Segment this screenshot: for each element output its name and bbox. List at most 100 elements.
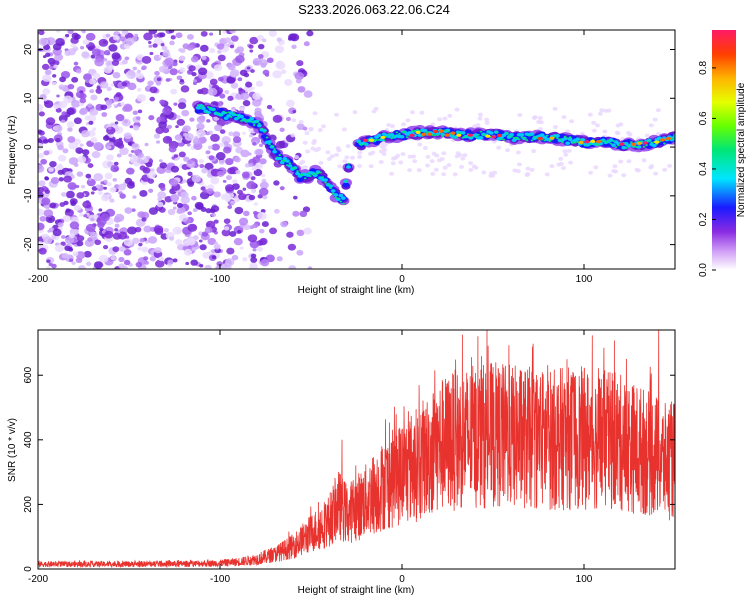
spectrogram-cell bbox=[515, 137, 518, 139]
spectrogram-cell bbox=[231, 254, 239, 261]
spectrogram-cell bbox=[517, 112, 523, 117]
spectrogram-cell bbox=[318, 160, 324, 165]
spectrogram-cell bbox=[512, 168, 518, 173]
spectrogram-cell bbox=[249, 49, 254, 53]
spectrogram-cell bbox=[132, 125, 140, 131]
spectrogram-cell bbox=[125, 37, 135, 46]
spectrogram-cell bbox=[576, 141, 580, 143]
spectrogram-cell bbox=[156, 77, 162, 82]
spectrogram-cell bbox=[211, 143, 220, 151]
spectrogram-cell bbox=[250, 253, 257, 259]
spectrogram-cell bbox=[257, 54, 264, 59]
spectrogram-cell bbox=[595, 140, 602, 144]
spectrogram-cell bbox=[86, 178, 96, 187]
spectrogram-cell bbox=[229, 70, 239, 78]
spectrogram-cell bbox=[566, 137, 569, 140]
spectrogram-cell bbox=[213, 191, 221, 198]
spectrogram-cell bbox=[204, 111, 208, 114]
spectrogram-cell bbox=[208, 155, 215, 161]
spectrogram-cell bbox=[636, 141, 642, 145]
spectrogram-cell bbox=[147, 80, 154, 86]
spectrogram-cell bbox=[380, 135, 386, 140]
spectrogram-cell bbox=[182, 179, 187, 183]
spectrogram-cell bbox=[110, 83, 115, 87]
spectrogram-cell bbox=[510, 135, 513, 138]
spectrogram-cell bbox=[425, 154, 431, 159]
spectrogram-cell bbox=[578, 140, 584, 144]
spectrogram-cell bbox=[312, 138, 318, 143]
spectrogram-cell bbox=[602, 129, 608, 134]
spectrogram-cell bbox=[665, 136, 672, 141]
spectrogram-cell bbox=[192, 81, 197, 86]
spectrogram-cell bbox=[241, 171, 250, 179]
snr-series-line bbox=[38, 330, 675, 569]
spectrogram-cell bbox=[250, 86, 255, 90]
spectrogram-xtick-label: -100 bbox=[210, 274, 230, 285]
snr-xtick-label: 0 bbox=[399, 574, 405, 585]
spectrogram-cell bbox=[205, 131, 210, 136]
spectrogram-cell bbox=[68, 233, 75, 239]
spectrogram-cell bbox=[389, 124, 395, 129]
spectrogram-cell bbox=[279, 186, 285, 191]
spectrogram-cell bbox=[115, 114, 125, 122]
spectrogram-cell bbox=[267, 140, 272, 144]
spectrogram-cell bbox=[459, 132, 462, 135]
spectrogram-cell bbox=[97, 190, 103, 196]
spectrogram-cell bbox=[298, 161, 304, 166]
spectrogram-cell bbox=[225, 158, 234, 166]
snr-axes: -200 -100 0 100 0 200 400 600 bbox=[23, 330, 675, 585]
spectrogram-cell bbox=[261, 128, 267, 133]
spectrogram-cell bbox=[316, 172, 320, 175]
spectrogram-cell bbox=[544, 172, 550, 177]
spectrogram-cell bbox=[119, 147, 129, 156]
spectrogram-cell bbox=[439, 156, 445, 161]
spectrogram-cell bbox=[220, 193, 229, 201]
spectrogram-cell bbox=[587, 112, 593, 117]
spectrogram-cell bbox=[117, 183, 126, 191]
spectrogram-cell bbox=[475, 123, 481, 128]
spectrogram-cell bbox=[398, 160, 404, 165]
spectrogram-cell bbox=[200, 44, 209, 52]
spectrogram-cell bbox=[100, 181, 105, 185]
spectrogram-cell bbox=[323, 178, 328, 182]
spectrogram-cell bbox=[340, 196, 346, 200]
spectrogram-cell bbox=[45, 52, 51, 58]
spectrogram-cell bbox=[535, 137, 539, 140]
spectrogram-cell bbox=[417, 142, 423, 147]
spectrogram-cell bbox=[663, 142, 666, 145]
spectrogram-cell bbox=[204, 162, 214, 171]
spectrogram-frame bbox=[37, 29, 676, 270]
spectrogram-cell bbox=[284, 159, 290, 163]
spectrogram-cell bbox=[594, 143, 597, 146]
spectrogram-cell bbox=[91, 45, 96, 49]
spectrogram-cell bbox=[158, 65, 168, 73]
spectrogram-cell bbox=[169, 236, 175, 241]
spectrogram-cell bbox=[71, 261, 76, 265]
spectrogram-cell bbox=[362, 142, 366, 145]
spectrogram-cell bbox=[556, 137, 559, 140]
spectrogram-cell bbox=[334, 112, 340, 117]
spectrogram-cell bbox=[635, 146, 638, 148]
spectrogram-cell bbox=[302, 126, 308, 131]
spectrogram-cell bbox=[44, 176, 49, 180]
spectrogram-cell bbox=[292, 109, 297, 114]
spectrogram-cell bbox=[552, 125, 558, 130]
spectrogram-cell bbox=[525, 139, 529, 142]
spectrogram-cell bbox=[429, 159, 435, 164]
spectrogram-cell bbox=[255, 80, 264, 87]
spectrogram-cell bbox=[136, 69, 141, 74]
spectrogram-cell bbox=[111, 59, 120, 66]
spectrogram-cell bbox=[107, 161, 114, 167]
spectrogram-cell bbox=[462, 153, 468, 158]
spectrogram-cell bbox=[642, 141, 648, 145]
spectrogram-cell bbox=[213, 243, 221, 250]
spectrogram-cell bbox=[173, 154, 179, 158]
spectrogram-cell bbox=[199, 244, 207, 251]
spectrogram-cell bbox=[72, 251, 79, 257]
spectrogram-cell bbox=[342, 182, 350, 188]
spectrogram-cell bbox=[612, 139, 615, 142]
spectrogram-cell bbox=[127, 82, 137, 91]
spectrogram-cell bbox=[259, 181, 269, 189]
spectrogram-cell bbox=[38, 247, 47, 255]
spectrogram-cell bbox=[549, 164, 555, 169]
